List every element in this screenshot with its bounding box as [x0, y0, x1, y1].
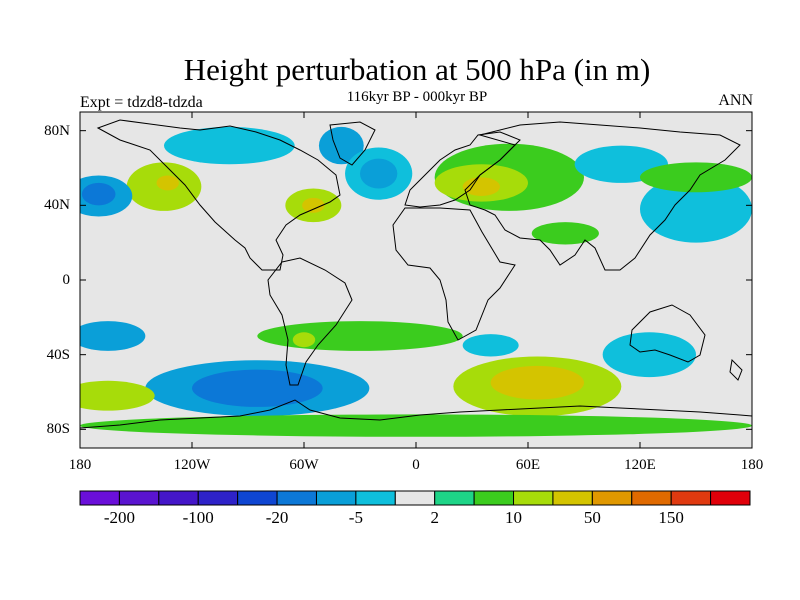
anomaly-region-antarctic-band: [80, 414, 752, 437]
colorbar-tick-label: -200: [103, 508, 135, 527]
colorbar-swatch: [552, 490, 593, 506]
anomaly-region-australia-low: [602, 332, 696, 378]
coastline-asia: [464, 121, 741, 271]
coastline-africa: [392, 207, 516, 341]
colorbar-swatch: [158, 490, 199, 506]
colorbar-swatch: [276, 490, 317, 506]
chart-subtitle: 116kyr BP - 000kyr BP: [346, 89, 488, 105]
anomaly-region-southern-ocean-low-core: [192, 369, 323, 407]
colorbar-swatch: [670, 490, 712, 506]
colorbar-swatch: [473, 490, 515, 506]
colorbar-swatch: [513, 490, 554, 506]
anomaly-region-north-pacific-east-band: [640, 162, 752, 193]
colorbar: [79, 490, 751, 506]
lon-tick-label: 120E: [624, 457, 656, 473]
anomaly-region-south-pacific-low: [80, 321, 146, 351]
anomaly-region-canada-low: [164, 126, 295, 165]
colorbar-tick-label: 150: [658, 508, 684, 527]
chart-title: Height perturbation at 500 hPa (in m): [183, 52, 651, 87]
lat-tick-label: 40N: [44, 197, 70, 214]
colorbar-swatch: [631, 490, 672, 506]
anomaly-region-south-atlantic-band: [257, 321, 463, 351]
anomaly-region-east-asia-low: [640, 175, 752, 243]
colorbar-tick-label: 2: [430, 508, 439, 527]
colorbar-swatch: [434, 490, 475, 506]
colorbar-swatch: [355, 490, 396, 506]
anomaly-region-south-pacific-high: [80, 380, 155, 411]
anomaly-region-greenland-low: [318, 126, 364, 165]
lon-tick-label: 0: [412, 457, 420, 473]
anomaly-region-indian-ocean-low: [462, 334, 519, 357]
lon-tick-label: 60E: [515, 457, 541, 473]
axis-ticks: [79, 112, 753, 448]
anomaly-region-south-indian-high-core: [490, 365, 584, 400]
coastline-south-america: [267, 257, 353, 386]
colorbar-swatch: [394, 490, 436, 506]
coastline-antarctica: [80, 399, 752, 429]
anomaly-region-north-pacific-west-low-core: [81, 182, 116, 206]
coastline-north-america: [96, 119, 341, 271]
lon-tick-label: 120W: [173, 457, 211, 473]
experiment-label: Expt = tdzd8-tdzda: [80, 94, 203, 111]
coastlines: [80, 119, 752, 429]
colorbar-swatch: [197, 490, 239, 506]
lon-tick-label: 180: [740, 457, 764, 473]
anomaly-region-eurasia-high-core: [462, 177, 501, 197]
anomaly-region-north-pacific-high-core: [156, 175, 179, 191]
lat-tick-label: 40S: [46, 346, 70, 363]
anomaly-fields: [80, 126, 752, 437]
lat-tick-label: 80N: [44, 122, 70, 139]
colorbar-swatch: [118, 490, 160, 506]
lon-tick-label: 180: [68, 457, 92, 473]
colorbar-swatch: [315, 490, 357, 506]
anomaly-region-tibet-high: [531, 222, 599, 245]
coastline-new-zealand: [729, 358, 743, 381]
coastline-greenland: [329, 121, 376, 166]
anomaly-region-west-atlantic-high-core: [302, 197, 325, 213]
season-label: ANN: [718, 92, 753, 109]
colorbar-tick-label: -100: [182, 508, 214, 527]
coastline-europe: [404, 131, 521, 208]
colorbar-swatch: [710, 490, 751, 506]
colorbar-tick-label: 50: [583, 508, 601, 527]
map-plot-area: [80, 112, 752, 448]
lat-tick-label: 0: [62, 272, 71, 288]
colorbar-swatch: [79, 490, 120, 506]
colorbar-tick-label: -20: [265, 508, 289, 527]
anomaly-region-south-america-high: [292, 332, 316, 348]
colorbar-swatch: [591, 490, 633, 506]
lon-tick-label: 60W: [289, 457, 319, 473]
lat-tick-label: 80S: [46, 421, 70, 438]
anomaly-region-north-atlantic-low-core: [360, 158, 398, 189]
coastline-australia: [629, 304, 706, 363]
colorbar-tick-label: 10: [505, 508, 523, 527]
colorbar-tick-label: -5: [348, 508, 363, 527]
colorbar-swatch: [237, 490, 278, 506]
